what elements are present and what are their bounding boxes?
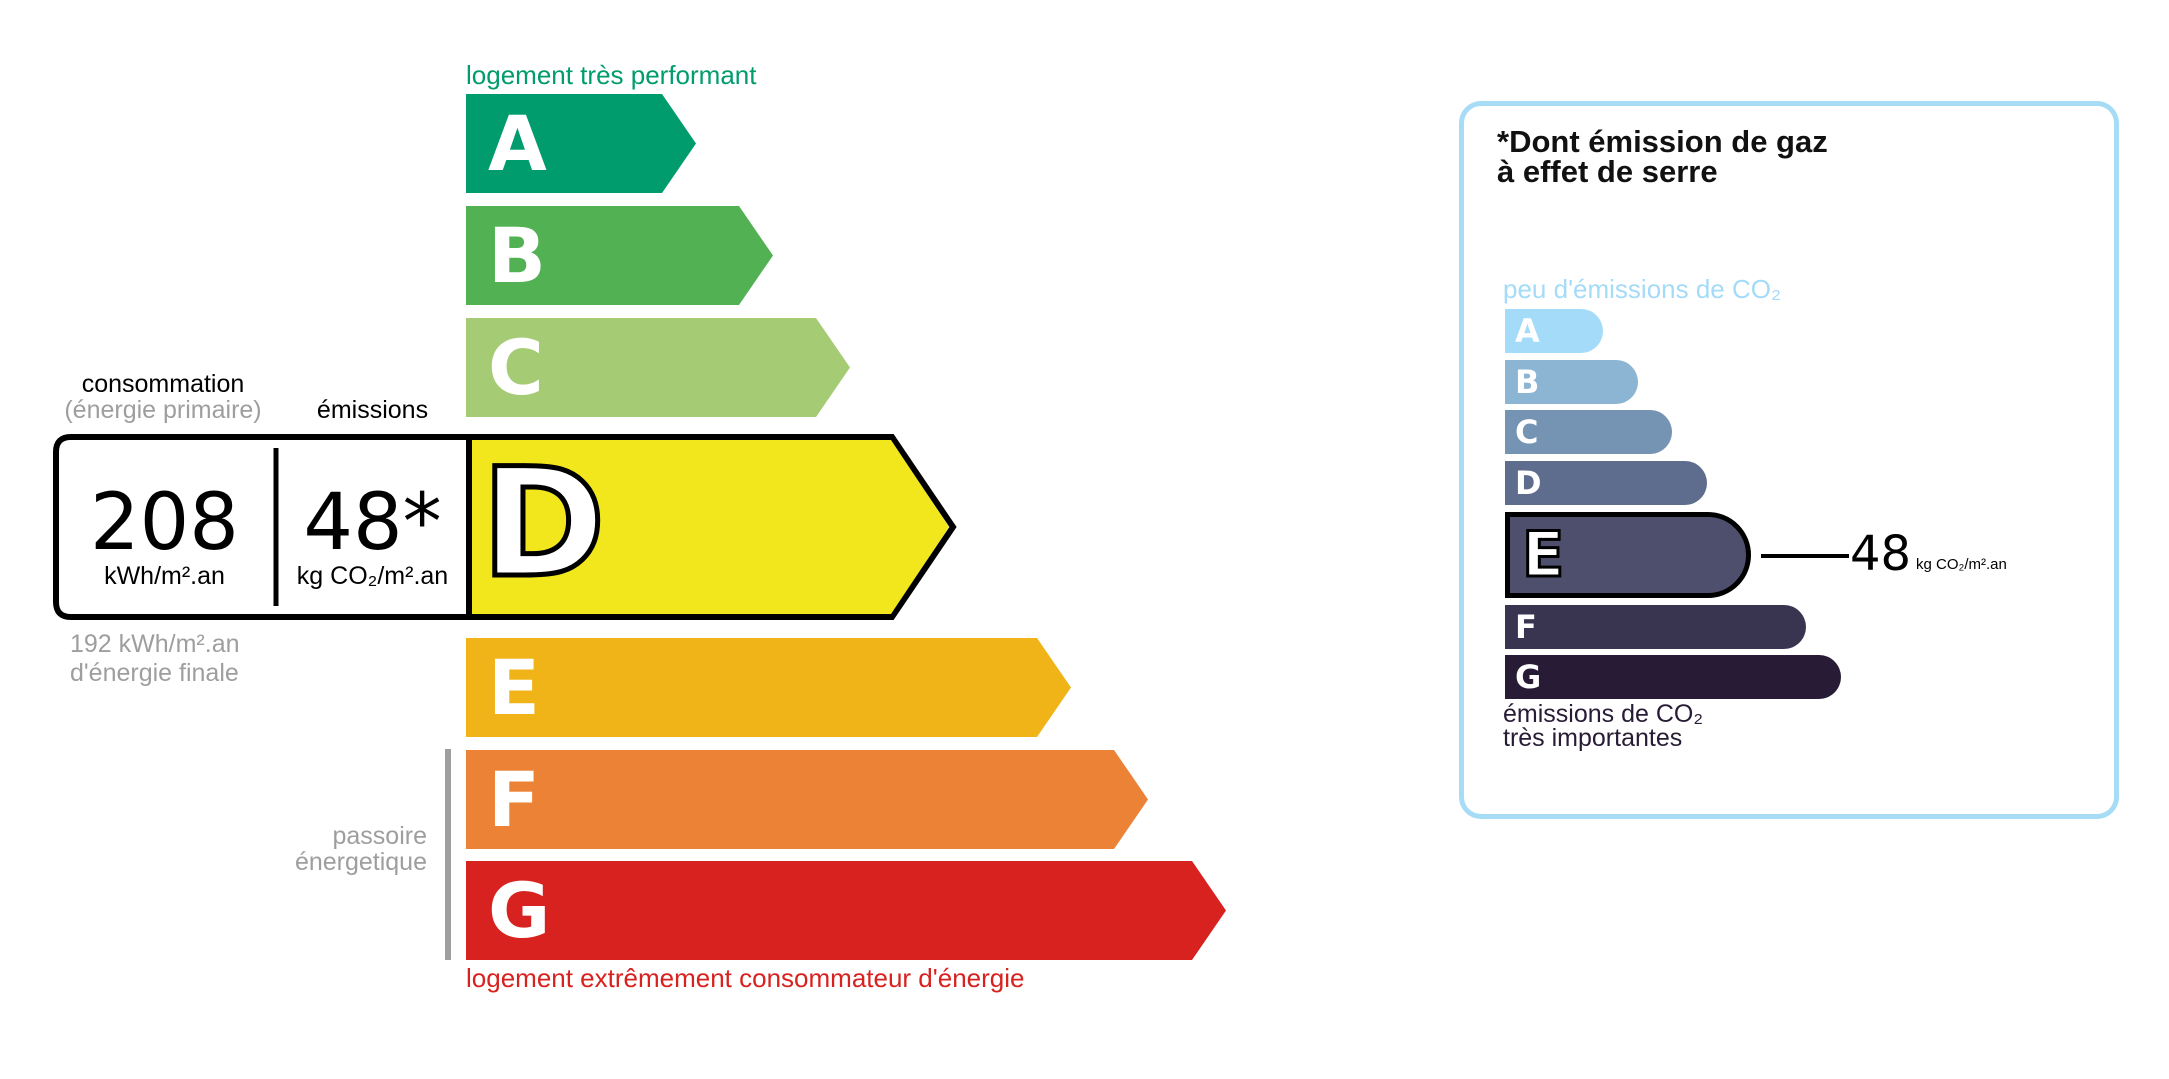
ghg-panel [1459,101,2119,819]
bottom-label: logement extrêmement consommateur d'éner… [466,963,1025,993]
passoire-label-1: passoire [332,822,428,850]
ghg-pointer-line [1761,554,1849,558]
ghg-class-d: D [1505,461,1707,505]
consumption-unit: kWh/m².an [104,562,225,590]
class-letter: D [1515,464,1542,502]
ghg-class-g: G [1505,655,1841,699]
class-letter: A [1515,312,1540,350]
class-letter: B [1515,363,1540,401]
class-letter: E [1520,517,1565,593]
current-energy-box: D 208 kWh/m².an 48* kg CO₂/m².an [53,434,958,620]
top-label: logement très performant [466,60,757,90]
consumption-sublabel: (énergie primaire) [64,396,262,424]
class-letter: F [488,755,540,844]
ghg-top-label: peu d'émissions de CO₂ [1503,274,1782,304]
class-letter: F [1515,608,1537,646]
ghg-bottom-label-1: émissions de CO₂ [1503,700,1704,728]
class-letter: C [1515,413,1539,451]
final-energy-value: 192 kWh/m².an [70,630,240,658]
ghg-class-f: F [1505,605,1806,649]
ghg-value: 48 [1850,526,1912,582]
current-class-letter: D [479,437,608,611]
ghg-class-c: C [1505,410,1672,454]
ghg-unit: kg CO₂/m².an [1916,556,2007,573]
passoire-divider [445,749,451,960]
class-letter: A [488,99,547,188]
ghg-class-a: A [1505,309,1603,353]
emissions-label: émissions [316,396,429,424]
class-letter: C [488,323,544,412]
emissions-unit: kg CO₂/m².an [296,562,449,590]
consumption-label: consommation [81,370,245,398]
ghg-title-2: à effet de serre [1497,154,1718,189]
ghg-class-b: B [1505,360,1638,404]
consumption-value: 208 [90,478,239,568]
ghg-bottom-label-2: très importantes [1503,724,1683,752]
class-letter: G [1515,658,1542,696]
class-letter: B [488,211,546,300]
ghg-title-1: *Dont émission de gaz [1497,124,1828,159]
ghg-class-e-current: E [1505,512,1751,598]
class-letter: G [488,866,551,955]
final-energy-label: d'énergie finale [70,659,239,687]
passoire-label-2: énergetique [294,848,427,876]
emissions-value: 48* [303,478,442,568]
class-letter: E [488,643,540,732]
